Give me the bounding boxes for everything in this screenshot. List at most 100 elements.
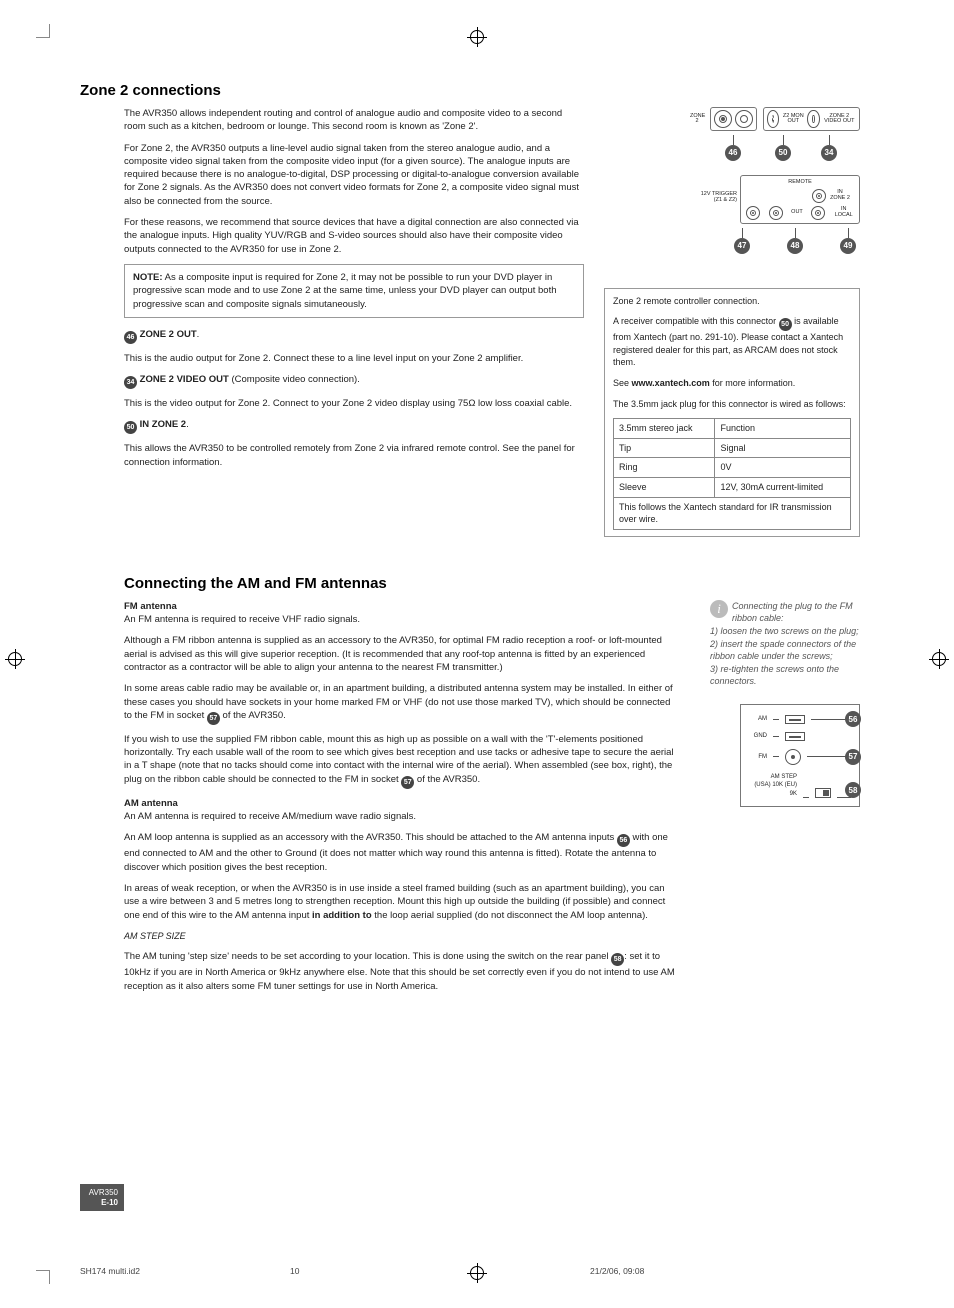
fm-p1: An FM antenna is required to receive VHF… (124, 614, 360, 625)
callout-34-icon: 34 (124, 376, 137, 389)
infobox-p3a: See (613, 378, 632, 388)
am-p2a: An AM loop antenna is supplied as an acc… (124, 832, 617, 843)
item34-head: ZONE 2 VIDEO OUT (140, 374, 229, 385)
in-local-label: IN LOCAL (834, 207, 854, 218)
th2: Function (715, 419, 851, 439)
tip-l2: 1) loosen the two screws on the plug; (710, 626, 859, 636)
infobox-p4: The 3.5mm jack plug for this connector i… (613, 398, 851, 411)
footer: SH174 multi.id2 10 21/2/06, 09:08 (80, 1266, 860, 1278)
note-strong: NOTE: (133, 272, 163, 283)
item46-text: This is the audio output for Zone 2. Con… (124, 352, 584, 365)
am-p3b: the loop aerial supplied (do not disconn… (372, 910, 648, 921)
ant-gnd-label: GND (749, 732, 767, 740)
fm-p3a: In some areas cable radio may be availab… (124, 683, 673, 721)
diag-callout-47: 47 (734, 238, 750, 254)
model-label: AVR350 (89, 1188, 118, 1197)
fm-p4: If you wish to use the supplied FM ribbo… (124, 733, 676, 789)
r1c2: Signal (715, 438, 851, 458)
am-p3-strong: in addition to (312, 910, 372, 921)
item50-text: This allows the AVR350 to be controlled … (124, 442, 584, 469)
callout-50-icon: 50 (124, 421, 137, 434)
r2c1: Ring (614, 458, 715, 478)
ant-am-label: AM (749, 715, 767, 723)
remote-head: REMOTE (744, 179, 856, 187)
out-jack-icon (769, 206, 783, 220)
infobox-p3b: for more information. (710, 378, 796, 388)
fm-head: FM antenna (124, 601, 177, 612)
infobox-callout-50: 50 (779, 318, 792, 331)
antenna-text-column: FM antenna An FM antenna is required to r… (124, 600, 676, 1001)
infobox-p3: See www.xantech.com for more information… (613, 377, 851, 390)
trig-label: 12V TRIGGER (Z1 & Z2) (699, 192, 737, 203)
info-icon: i (710, 600, 728, 618)
diag-zone2-label: ZONE 2 (690, 114, 704, 125)
page-number-tab: AVR350 E-10 (80, 1184, 124, 1211)
zone2-connector-diagram: ZONE 2 Z2 MON OUT ZONE 2 VIDEO OUT (690, 107, 860, 254)
infobox-p2: A receiver compatible with this connecto… (613, 315, 851, 369)
tip-l4: 3) re-tighten the screws onto the connec… (710, 664, 839, 687)
antenna-diagram: AM 56 GND FM (740, 704, 860, 807)
xantech-link: www.xantech.com (632, 378, 710, 388)
fm-callout-57a: 57 (207, 712, 220, 725)
gnd-terminal-icon (785, 732, 805, 741)
z2video-jack-icon (807, 110, 819, 128)
fm-head-line: FM antenna An FM antenna is required to r… (124, 600, 676, 627)
page-content: Zone 2 connections The AVR350 allows ind… (80, 80, 860, 1001)
zone2-note-box: NOTE: As a composite input is required f… (124, 264, 584, 318)
diag-callout-34: 34 (821, 145, 837, 161)
am-step-switch-icon (815, 788, 831, 798)
zone2-para3: For these reasons, we recommend that sou… (124, 216, 584, 256)
ant-step-label1: AM STEP (749, 773, 797, 781)
zone2-jack-l-icon (714, 110, 732, 128)
diag-callout-50: 50 (775, 145, 791, 161)
ant-callout-57: 57 (845, 749, 861, 765)
z2mon-jack-icon (767, 110, 779, 128)
note-text: As a composite input is required for Zon… (133, 272, 557, 310)
callout-46-icon: 46 (124, 331, 137, 344)
zone2-jack-r-icon (735, 110, 753, 128)
ant-callout-58: 58 (845, 782, 861, 798)
fm-p2: Although a FM ribbon antenna is supplied… (124, 634, 676, 674)
th1: 3.5mm stereo jack (614, 419, 715, 439)
am-head-line: AM antennaAn AM antenna is required to r… (124, 797, 676, 824)
remote-io-diagram: 12V TRIGGER (Z1 & Z2) REMOTE IN ZONE 2 O… (740, 175, 860, 224)
step-head: AM STEP SIZE (124, 930, 676, 943)
ant-fm-label: FM (749, 753, 767, 761)
infobox-p2a: A receiver compatible with this connecto… (613, 316, 779, 326)
ant-step-label2: (USA) 10K (EU) 9K (749, 781, 797, 798)
am-p1: An AM antenna is required to receive AM/… (124, 811, 416, 822)
zone2-heading: Zone 2 connections (80, 80, 860, 101)
item46-line: 46 ZONE 2 OUT. (124, 328, 584, 344)
am-terminal-icon (785, 715, 805, 724)
zone2-text-column: The AVR350 allows independent routing an… (124, 107, 584, 549)
in-zone2-jack-icon (812, 189, 826, 203)
infobox-p1: Zone 2 remote controller connection. (613, 295, 851, 308)
in-local-jack-icon (811, 206, 825, 220)
tip-l3: 2) insert the spade connectors of the ri… (710, 639, 856, 662)
item50-line: 50 IN ZONE 2. (124, 418, 584, 434)
item34-text: This is the video output for Zone 2. Con… (124, 397, 584, 410)
ant-callout-56: 56 (845, 711, 861, 727)
footer-page: 10 (290, 1266, 590, 1278)
out-label: OUT (791, 210, 803, 216)
item34-line: 34 ZONE 2 VIDEO OUT (Composite video con… (124, 373, 584, 389)
diag-callout-48: 48 (787, 238, 803, 254)
diag-z2vid-label: ZONE 2 VIDEO OUT (823, 114, 856, 125)
xantech-info-box: Zone 2 remote controller connection. A r… (604, 288, 860, 537)
trigger-jack-icon (746, 206, 760, 220)
footer-file: SH174 multi.id2 (80, 1266, 290, 1278)
step-p-a: The AM tuning 'step size' needs to be se… (124, 951, 611, 962)
fm-ribbon-tip-box: i Connecting the plug to the FM ribbon c… (710, 600, 860, 688)
r1c1: Tip (614, 438, 715, 458)
fm-p4a: If you wish to use the supplied FM ribbo… (124, 734, 674, 785)
in-zone2-label: IN ZONE 2 (830, 190, 850, 201)
footer-date: 21/2/06, 09:08 (590, 1266, 644, 1278)
item46-head: ZONE 2 OUT (140, 329, 197, 340)
am-p2: An AM loop antenna is supplied as an acc… (124, 831, 676, 874)
fm-jack-icon (785, 749, 801, 765)
fm-p3b: of the AVR350. (220, 710, 286, 721)
step-callout-58: 58 (611, 953, 624, 966)
antenna-heading: Connecting the AM and FM antennas (124, 573, 860, 594)
zone2-para2: For Zone 2, the AVR350 outputs a line-le… (124, 142, 584, 208)
r3c2: 12V, 30mA current-limited (715, 478, 851, 498)
